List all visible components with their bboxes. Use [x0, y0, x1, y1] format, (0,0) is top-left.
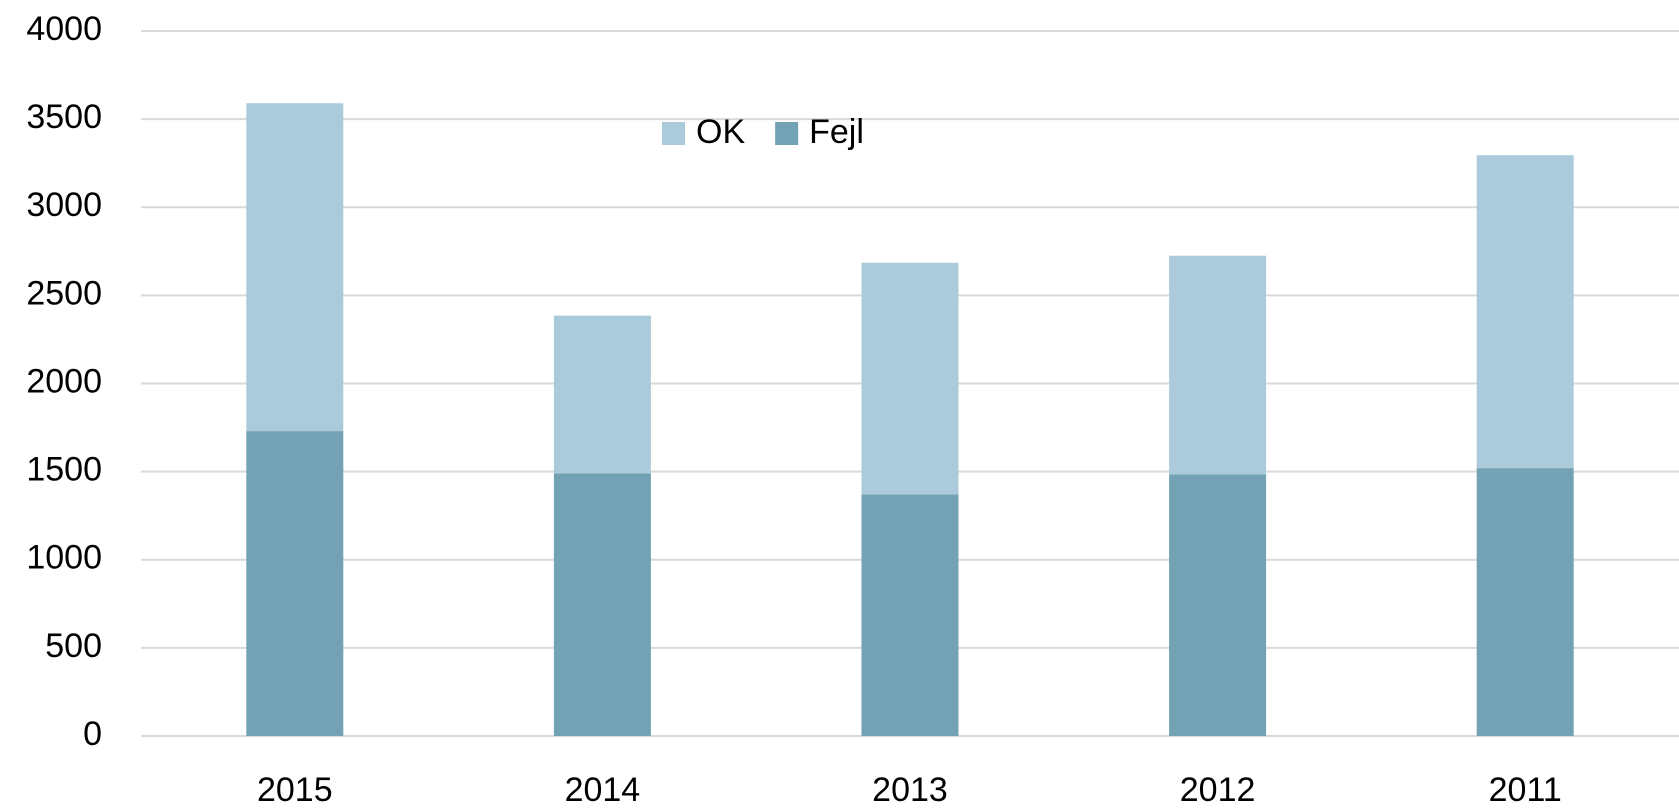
legend-swatch [662, 122, 685, 145]
y-tick-label: 4000 [26, 10, 102, 48]
x-tick-label: 2013 [872, 771, 948, 809]
bar-segment [861, 494, 959, 736]
y-tick-label: 3000 [26, 186, 102, 224]
y-tick-label: 1000 [26, 539, 102, 577]
bar-segment [1476, 468, 1574, 736]
legend-label: Fejl [809, 113, 864, 151]
y-tick-label: 3500 [26, 98, 102, 136]
y-tick-label: 500 [45, 627, 102, 665]
bar-segment [246, 431, 344, 736]
legend-swatch [775, 122, 799, 145]
bar-segment [861, 262, 959, 495]
y-tick-label: 2500 [26, 274, 102, 312]
x-tick-label: 2011 [1489, 771, 1562, 809]
bar-segment [553, 315, 651, 474]
bar-segment [246, 103, 344, 432]
bar-segment [553, 473, 651, 736]
bar-segment [1169, 255, 1267, 475]
bar-segment [1476, 155, 1574, 469]
y-tick-label: 1500 [26, 451, 102, 489]
x-tick-label: 2012 [1180, 771, 1256, 809]
legend-label: OK [696, 113, 745, 151]
y-tick-label: 2000 [26, 362, 102, 400]
bar-segment [1169, 474, 1267, 736]
x-tick-label: 2015 [257, 771, 333, 809]
y-tick-label: 0 [83, 715, 102, 753]
x-tick-label: 2014 [565, 771, 641, 809]
